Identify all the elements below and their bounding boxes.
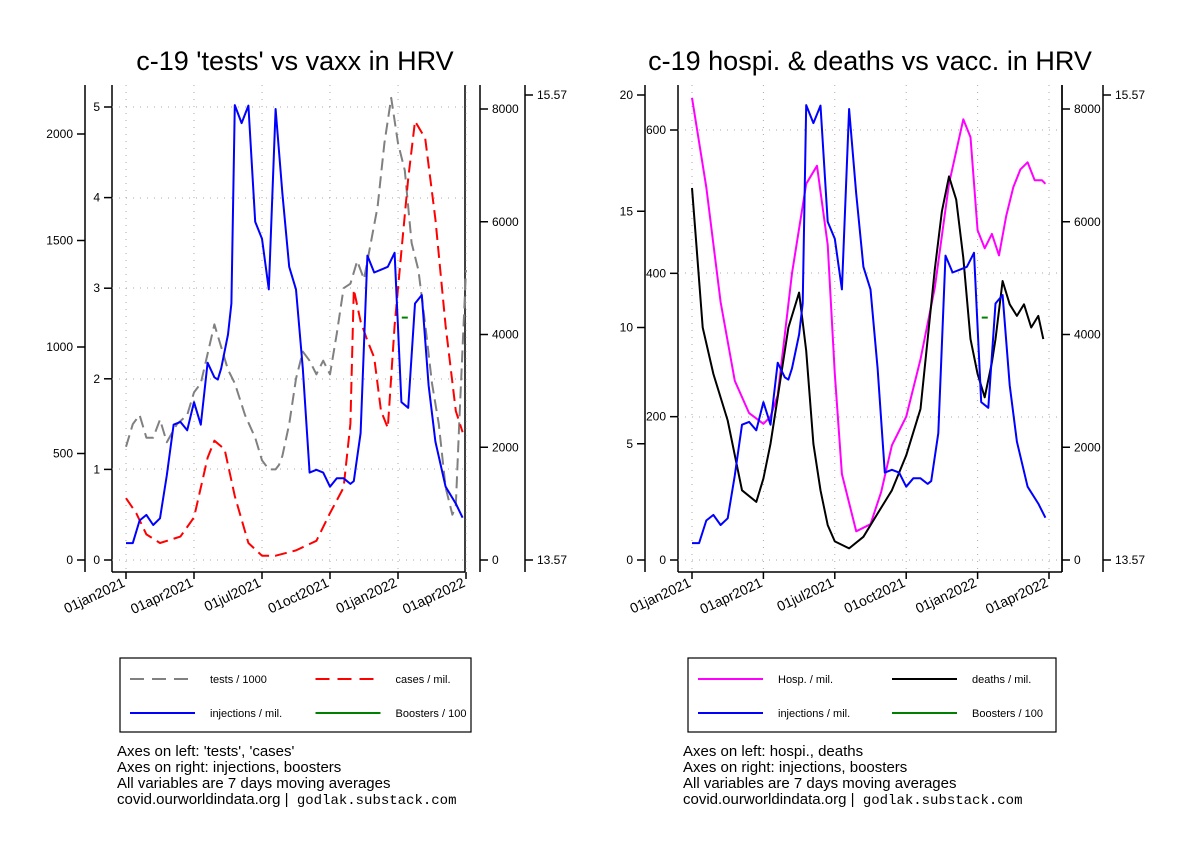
y-tick-label: 0 (492, 553, 499, 567)
legend-box (687, 657, 1057, 733)
y-tick-label: 0 (659, 553, 666, 567)
y-tick-label: 1500 (46, 234, 73, 248)
series-line-injections-mil- (692, 104, 1047, 545)
series-line-tests- (125, 96, 467, 516)
series-line-deaths-mil- (691, 175, 1045, 550)
x-tick-label: 01oct2021 (841, 574, 907, 616)
note-line: All variables are 7 days moving averages (117, 775, 391, 792)
y-tick-label: 400 (646, 266, 666, 280)
x-tick-label: 01jul2021 (201, 574, 263, 614)
x-tick-label: 01apr2022 (400, 574, 468, 617)
chart-panel-2: c-19 hospi. & deaths vs vacc. in HRV 01ja… (620, 46, 1145, 733)
y-tick-label: 3 (93, 281, 100, 295)
y-tick-label: 4000 (492, 328, 519, 342)
y-tick-label: 5 (93, 100, 100, 114)
note-line: All variables are 7 days moving averages (683, 775, 957, 792)
x-tick-label: 01jul2021 (774, 574, 836, 614)
note-line: Axes on right: injections, boosters (683, 759, 908, 776)
source-text: covid.ourworldindata.org | (117, 791, 289, 808)
y-tick-label: 0 (626, 553, 633, 567)
x-tick-label: 01apr2021 (128, 574, 196, 617)
chart-title: c-19 hospi. & deaths vs vacc. in HRV (648, 46, 1092, 76)
y-tick-label: 2000 (46, 127, 73, 141)
legend-label: Boosters / 100 (972, 708, 1043, 720)
y-tick-label: 15 (620, 204, 634, 218)
x-tick-label: 01apr2022 (983, 574, 1051, 617)
y-tick-label: 2000 (1074, 440, 1101, 454)
y-tick-label: 1 (93, 462, 100, 476)
note-line: Axes on right: injections, boosters (117, 759, 342, 776)
legend-box (119, 657, 472, 733)
legend-label: cases / mil. (396, 674, 451, 686)
y-tick-label: 8000 (1074, 102, 1101, 116)
legend-label: Boosters / 100 (396, 708, 467, 720)
y-tick-label: 600 (646, 123, 666, 137)
y-tick-label: 13.57 (537, 553, 567, 567)
y-tick-label: 2000 (492, 440, 519, 454)
y-tick-label: 200 (646, 410, 666, 424)
chart2-notes: Axes on left: hospi., deaths Axes on rig… (683, 743, 1023, 810)
y-tick-label: 13.57 (1115, 553, 1145, 567)
chart-title: c-19 'tests' vs vaxx in HRV (136, 46, 453, 76)
note-line: Axes on left: hospi., deaths (683, 743, 864, 760)
y-tick-label: 500 (53, 447, 73, 461)
y-tick-label: 0 (93, 553, 100, 567)
y-tick-label: 8000 (492, 102, 519, 116)
x-tick-label: 01jan2022 (913, 574, 979, 616)
x-tick-label: 01jan2022 (333, 574, 399, 616)
y-tick-label: 0 (66, 553, 73, 567)
x-tick-label: 01jan2021 (627, 574, 693, 616)
note-line: Axes on left: 'tests', 'cases' (117, 743, 295, 760)
series-line-hosp-mil- (691, 97, 1047, 533)
y-tick-label: 4000 (1074, 328, 1101, 342)
y-tick-label: 4 (93, 191, 100, 205)
site-text: godlak.substack.com (296, 793, 457, 809)
y-tick-label: 15.57 (537, 88, 567, 102)
legend-label: injections / mil. (778, 708, 850, 720)
legend-label: Hosp. / mil. (778, 674, 833, 686)
series-line-injections-mil- (126, 104, 464, 545)
legend-label: tests / 1000 (210, 674, 267, 686)
y-tick-label: 0 (1074, 553, 1081, 567)
y-tick-label: 1000 (46, 340, 73, 354)
chart1-notes: Axes on left: 'tests', 'cases' Axes on r… (117, 743, 457, 810)
legend-label: injections / mil. (210, 708, 282, 720)
y-tick-label: 10 (620, 321, 634, 335)
x-tick-label: 01jan2021 (61, 574, 127, 616)
y-tick-label: 6000 (1074, 215, 1101, 229)
x-tick-label: 01apr2021 (697, 574, 765, 617)
legend-label: deaths / mil. (972, 674, 1031, 686)
y-tick-label: 6000 (492, 215, 519, 229)
site-text: godlak.substack.com (862, 793, 1023, 809)
y-tick-label: 5 (626, 437, 633, 451)
source-text: covid.ourworldindata.org | (683, 791, 855, 808)
y-tick-label: 15.57 (1115, 88, 1145, 102)
y-tick-label: 20 (620, 88, 634, 102)
y-tick-label: 2 (93, 372, 100, 386)
x-tick-label: 01oct2021 (265, 574, 331, 616)
